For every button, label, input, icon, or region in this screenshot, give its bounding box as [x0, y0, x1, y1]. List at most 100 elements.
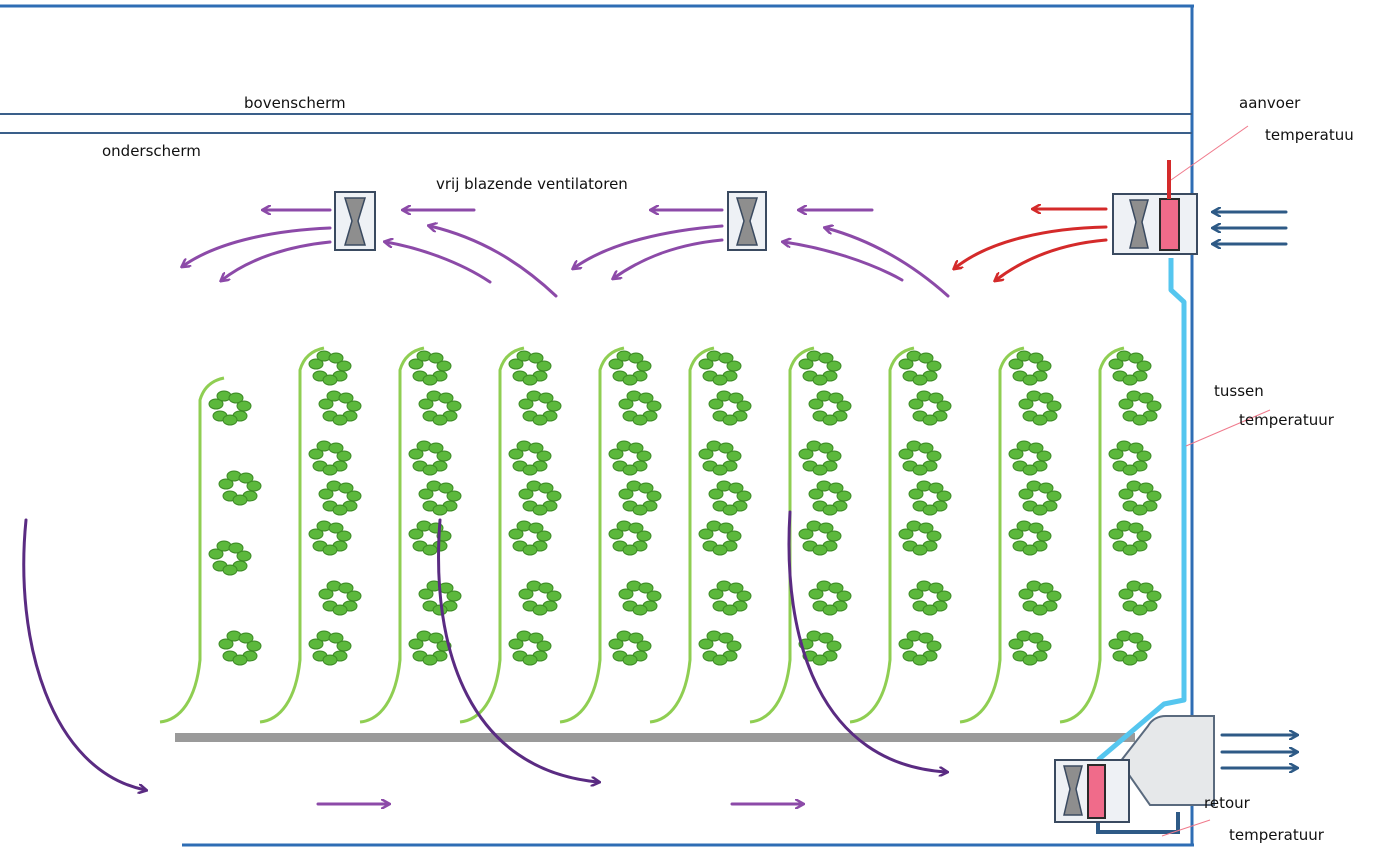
leaf-cluster	[1118, 480, 1162, 516]
flow-arrow-icon	[614, 238, 724, 278]
flow-arrow-icon	[787, 510, 946, 772]
fans-label: vrij blazende ventilatoren	[436, 175, 628, 193]
leaf-cluster	[898, 520, 942, 556]
tomato-plant-icon	[749, 346, 852, 724]
flow-arrow-icon	[22, 518, 145, 790]
mid-temp-label-2: temperatuur	[1239, 411, 1335, 429]
fan-middle	[727, 191, 767, 251]
flow-arrow-icon	[437, 518, 598, 782]
leaf-cluster	[808, 390, 852, 426]
supply-unit	[1112, 125, 1249, 255]
leaf-cluster	[1008, 440, 1052, 476]
heating-pipe	[1096, 258, 1187, 834]
leaf-cluster	[408, 350, 452, 386]
tomato-plant-icon	[559, 346, 662, 724]
top-screen-label: bovenscherm	[244, 94, 346, 112]
tomato-plant-icon	[1059, 346, 1162, 724]
fresh-air-arrows	[1214, 212, 1296, 768]
tomato-plant-icon	[959, 346, 1062, 724]
hourglass-fan-icon	[735, 197, 759, 246]
leaf-cluster	[1018, 580, 1062, 616]
tomato-plant-icon	[459, 346, 562, 724]
leaf-cluster	[908, 390, 952, 426]
leaf-cluster	[418, 390, 462, 426]
leaf-cluster	[1018, 390, 1062, 426]
leaf-cluster	[308, 630, 352, 666]
plant-rows	[159, 346, 1162, 724]
leaf-cluster	[608, 350, 652, 386]
flow-arrow-icon	[222, 240, 332, 280]
heating-element-icon	[1087, 764, 1106, 819]
leaf-cluster	[518, 480, 562, 516]
leaf-cluster	[1108, 350, 1152, 386]
leaf-cluster	[418, 580, 462, 616]
leaf-cluster	[908, 480, 952, 516]
hot-air-arrows	[955, 209, 1108, 280]
flow-arrow-icon	[784, 242, 904, 282]
fan-left	[334, 191, 376, 251]
return-duct	[1096, 812, 1180, 834]
leaf-cluster	[608, 520, 652, 556]
leaf-cluster	[508, 440, 552, 476]
leaf-cluster	[698, 350, 742, 386]
flow-arrow-icon	[386, 242, 492, 284]
flow-arrow-icon	[826, 228, 950, 298]
leaf-cluster	[708, 390, 752, 426]
leaf-cluster	[518, 580, 562, 616]
tomato-plant-icon	[359, 346, 462, 724]
flow-arrow-icon	[183, 226, 332, 266]
leaf-cluster	[208, 390, 252, 426]
leaf-cluster	[898, 350, 942, 386]
leaf-cluster	[1008, 520, 1052, 556]
hourglass-fan-icon	[1129, 199, 1149, 249]
mid-temp-pointer	[1185, 409, 1271, 447]
return-unit	[1054, 715, 1215, 823]
return-duct-hood	[1118, 715, 1215, 806]
leaf-cluster	[218, 630, 262, 666]
return-temp-pointer	[1161, 819, 1211, 837]
heating-element-icon	[1159, 198, 1180, 251]
leaf-cluster	[408, 630, 452, 666]
leaf-cluster	[418, 480, 462, 516]
supply-temp-label-2: temperatuu	[1265, 126, 1354, 144]
leaf-cluster	[908, 580, 952, 616]
flow-arrow-icon	[430, 226, 558, 298]
flow-arrow-icon	[955, 225, 1108, 268]
leaf-cluster	[808, 480, 852, 516]
mid-temp-label-1: tussen	[1214, 382, 1264, 400]
circulation-arrows	[183, 210, 950, 804]
bottom-screen-label: onderscherm	[102, 142, 201, 160]
tomato-plant-icon	[649, 346, 752, 724]
leaf-cluster	[618, 390, 662, 426]
leaf-cluster	[1018, 480, 1062, 516]
flow-arrow-icon	[574, 224, 724, 268]
leaf-cluster	[508, 520, 552, 556]
leaf-cluster	[508, 630, 552, 666]
leaf-cluster	[608, 440, 652, 476]
leaf-cluster	[218, 470, 262, 506]
hourglass-fan-icon	[1063, 765, 1083, 816]
tomato-plant-icon	[849, 346, 952, 724]
leaf-cluster	[898, 440, 942, 476]
leaf-cluster	[208, 540, 252, 576]
leaf-cluster	[798, 520, 842, 556]
leaf-cluster	[308, 440, 352, 476]
leaf-cluster	[508, 350, 552, 386]
pipe-line	[1096, 258, 1187, 762]
leaf-cluster	[618, 580, 662, 616]
leaf-cluster	[708, 480, 752, 516]
leaf-cluster	[618, 480, 662, 516]
screens: bovenscherm onderscherm vrij blazende ve…	[0, 94, 1192, 193]
return-temp-label-1: retour	[1204, 794, 1251, 812]
tomato-plant-icon	[259, 346, 362, 724]
leaf-cluster	[698, 520, 742, 556]
supply-pointer	[1170, 125, 1249, 181]
greenhouse-walls	[0, 4, 1194, 847]
leaf-cluster	[1118, 580, 1162, 616]
leaf-cluster	[318, 480, 362, 516]
leaf-cluster	[698, 630, 742, 666]
leaf-cluster	[698, 440, 742, 476]
leaf-cluster	[608, 630, 652, 666]
leaf-cluster	[318, 580, 362, 616]
